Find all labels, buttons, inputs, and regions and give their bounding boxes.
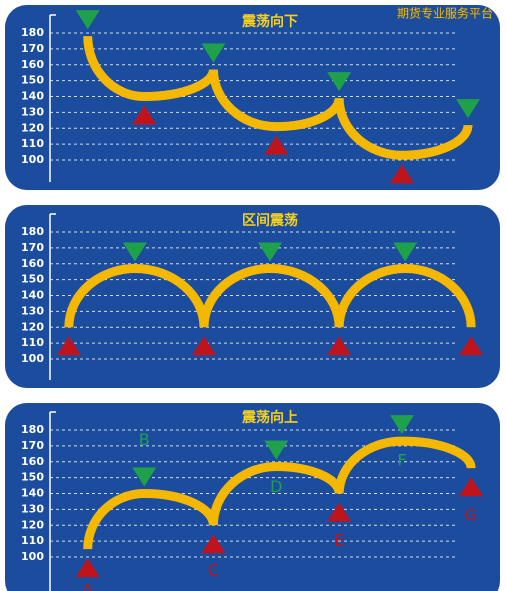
y-tick-label: 130 <box>21 304 44 317</box>
low-marker <box>264 135 289 155</box>
y-tick-label: 160 <box>21 257 44 270</box>
high-marker <box>390 415 414 435</box>
curve <box>64 264 476 328</box>
y-tick-label: 170 <box>21 42 44 55</box>
y-tick-label: 100 <box>21 153 44 166</box>
y-tick-label: 170 <box>21 241 44 254</box>
y-tick-label: 150 <box>21 74 44 87</box>
panel-title: 震荡向上 <box>241 409 298 426</box>
y-tick-label: 140 <box>21 487 44 500</box>
panel-background <box>5 403 500 591</box>
point-label: A <box>82 581 93 591</box>
y-tick-label: 140 <box>21 289 44 302</box>
point-label: G <box>465 506 477 525</box>
curve <box>83 436 476 550</box>
panel: 100 110 120 130 140 150 160 170 180 震荡向上 A B C D E F G <box>5 403 500 591</box>
y-tick-label: 160 <box>21 455 44 468</box>
y-tick-label: 140 <box>21 90 44 103</box>
point-label: E <box>334 531 344 550</box>
point-label: D <box>270 477 282 496</box>
y-tick-label: 120 <box>21 121 44 134</box>
y-tick-label: 160 <box>21 58 44 71</box>
high-marker <box>201 43 226 63</box>
y-tick-label: 100 <box>21 550 44 563</box>
panel: 100 110 120 130 140 150 160 170 180 区间震荡 <box>5 205 500 388</box>
y-tick-label: 180 <box>21 423 44 436</box>
y-tick-label: 120 <box>21 320 44 333</box>
y-tick-label: 150 <box>21 471 44 484</box>
panel-title: 区间震荡 <box>242 212 298 229</box>
y-tick-label: 150 <box>21 273 44 286</box>
high-marker <box>264 440 289 460</box>
y-tick-label: 170 <box>21 439 44 452</box>
y-tick-label: 130 <box>21 105 44 118</box>
panel-title: 震荡向下 <box>241 13 298 30</box>
point-label: C <box>208 561 219 580</box>
high-marker <box>122 242 147 262</box>
low-marker <box>327 336 352 356</box>
high-marker <box>258 242 282 262</box>
low-marker <box>201 534 226 554</box>
point-label: B <box>139 430 150 449</box>
low-marker <box>56 336 81 356</box>
y-tick-label: 110 <box>21 336 44 349</box>
y-tick-label: 110 <box>21 534 44 547</box>
low-marker <box>132 105 157 125</box>
low-marker <box>459 477 484 497</box>
watermark: 期货专业服务平台 <box>397 6 493 21</box>
curve <box>83 35 473 160</box>
high-marker <box>456 99 480 119</box>
low-marker <box>75 558 100 578</box>
y-tick-label: 180 <box>21 26 44 39</box>
panel: 100 110 120 130 140 150 160 170 180 震荡向下 <box>5 5 500 190</box>
high-marker <box>75 10 100 30</box>
y-tick-label: 110 <box>21 137 44 150</box>
point-label: F <box>397 451 406 470</box>
low-marker <box>327 502 352 522</box>
high-marker <box>327 72 352 92</box>
low-marker <box>390 164 414 184</box>
high-marker <box>132 467 157 487</box>
high-marker <box>393 242 418 262</box>
low-marker <box>192 336 216 356</box>
y-tick-label: 100 <box>21 352 44 365</box>
y-tick-label: 130 <box>21 502 44 515</box>
y-tick-label: 180 <box>21 225 44 238</box>
panel-background <box>5 5 500 190</box>
y-tick-label: 120 <box>21 518 44 531</box>
low-marker <box>459 336 484 356</box>
